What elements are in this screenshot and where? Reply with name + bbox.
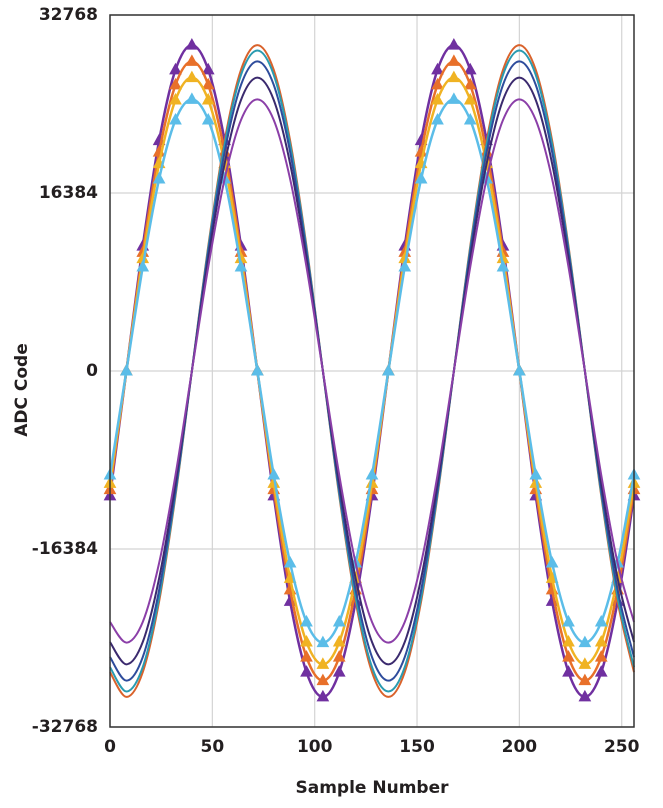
- triangle-marker: [152, 171, 166, 184]
- triangle-marker: [251, 363, 264, 376]
- triangle-marker: [201, 77, 215, 90]
- triangle-marker: [185, 38, 199, 50]
- plot-area: [103, 38, 641, 702]
- triangle-marker: [316, 657, 330, 669]
- triangle-marker: [332, 650, 346, 662]
- triangle-marker: [316, 673, 330, 686]
- triangle-marker: [300, 665, 313, 677]
- triangle-marker: [447, 70, 461, 83]
- triangle-marker: [201, 62, 215, 75]
- triangle-marker: [562, 635, 575, 647]
- triangle-marker: [431, 62, 444, 75]
- triangle-marker: [300, 635, 313, 647]
- triangle-marker: [169, 62, 182, 75]
- triangle-marker: [447, 92, 461, 104]
- x-axis-title: Sample Number: [296, 778, 450, 798]
- x-tick-label: 50: [201, 737, 225, 757]
- triangle-marker: [463, 62, 477, 75]
- triangle-marker: [578, 689, 592, 702]
- triangle-marker: [382, 363, 395, 376]
- triangle-marker: [431, 112, 444, 125]
- x-tick-label: 200: [502, 737, 538, 757]
- triangle-marker: [496, 259, 510, 272]
- triangle-marker: [578, 657, 592, 669]
- triangle-marker: [594, 665, 608, 677]
- triangle-marker: [578, 673, 592, 686]
- x-tick-label: 0: [104, 737, 116, 757]
- y-axis-title: ADC Code: [12, 343, 32, 437]
- triangle-marker: [594, 635, 608, 647]
- triangle-marker: [169, 77, 182, 90]
- triangle-marker: [185, 70, 199, 83]
- triangle-marker: [562, 665, 575, 677]
- triangle-marker: [300, 614, 313, 627]
- triangle-marker: [201, 112, 215, 125]
- triangle-marker: [332, 614, 346, 627]
- y-tick-label: 32768: [39, 5, 98, 25]
- triangle-marker: [447, 38, 461, 50]
- triangle-marker: [431, 77, 444, 90]
- triangle-marker: [185, 54, 199, 66]
- triangle-marker: [463, 112, 477, 125]
- triangle-marker: [120, 363, 133, 376]
- triangle-marker: [529, 467, 543, 480]
- x-tick-label: 100: [297, 737, 333, 757]
- plot-frame: [109, 14, 635, 728]
- triangle-marker: [513, 363, 526, 376]
- series-line: [109, 98, 635, 644]
- triangle-marker: [332, 635, 346, 647]
- triangle-marker: [463, 92, 477, 105]
- triangle-marker: [316, 689, 330, 702]
- y-tick-label: -32768: [32, 717, 98, 737]
- triangle-marker: [365, 467, 379, 480]
- y-tick-label: 16384: [39, 183, 98, 203]
- triangle-marker: [185, 92, 199, 104]
- y-tick-label: 0: [86, 361, 98, 381]
- triangle-marker: [234, 259, 248, 272]
- triangle-marker: [201, 92, 215, 105]
- triangle-marker: [169, 112, 182, 125]
- triangle-marker: [562, 614, 575, 627]
- triangle-marker: [414, 171, 428, 184]
- triangle-marker: [316, 635, 330, 648]
- triangle-marker: [594, 614, 608, 627]
- triangle-marker: [594, 650, 608, 662]
- triangle-marker: [463, 77, 477, 90]
- triangle-marker: [283, 555, 297, 568]
- triangle-marker: [545, 555, 559, 568]
- triangle-marker: [578, 635, 592, 648]
- triangle-marker: [267, 467, 281, 480]
- triangle-marker: [136, 259, 150, 272]
- triangle-marker: [447, 54, 461, 66]
- triangle-marker: [562, 650, 575, 662]
- triangle-marker: [332, 665, 346, 677]
- triangle-marker: [300, 650, 313, 662]
- x-tick-label: 150: [399, 737, 435, 757]
- triangle-marker: [398, 259, 412, 272]
- triangle-marker: [431, 92, 444, 105]
- y-tick-label: -16384: [32, 539, 98, 559]
- x-tick-label: 250: [604, 737, 640, 757]
- triangle-marker: [169, 92, 182, 105]
